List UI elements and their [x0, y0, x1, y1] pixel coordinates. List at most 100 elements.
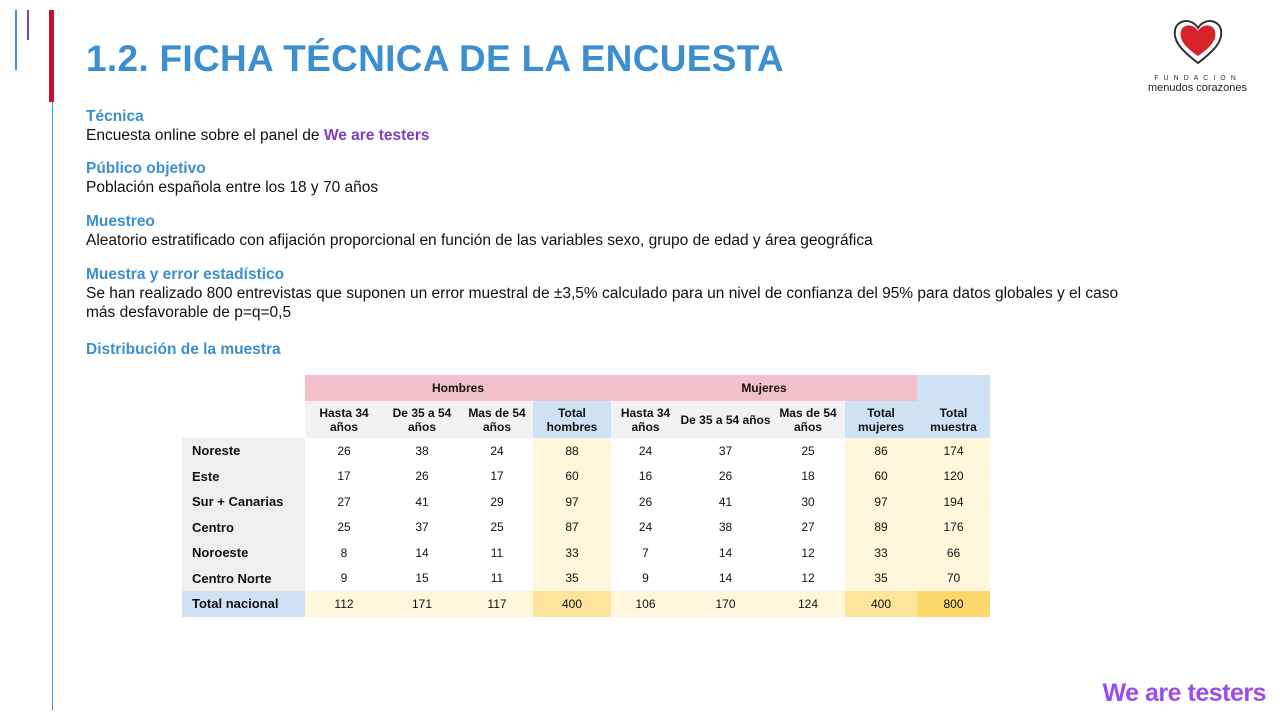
row-header: Centro Norte [182, 565, 305, 591]
table-cell: 25 [490, 520, 504, 535]
table-cell: 170 [680, 591, 771, 617]
table-cell: 17 [490, 469, 504, 484]
section-distribucion: Distribución de la muestra [86, 341, 281, 358]
table-cell: 9 [642, 571, 649, 586]
table-cell: 70 [917, 565, 990, 591]
heart-icon [1173, 20, 1222, 65]
table-cell: 14 [415, 545, 429, 560]
table-cell: 12 [801, 571, 815, 586]
table-cell: 800 [917, 591, 990, 617]
table-cell: 26 [718, 469, 733, 484]
table-row: Este 17 26 17 60 16 26 18 60 120 [182, 463, 990, 489]
table-cell: 117 [461, 591, 533, 617]
table-cell: 27 [801, 520, 815, 535]
we-are-testers-logo: We are testers [1102, 679, 1267, 707]
table-cell: 9 [340, 571, 348, 586]
table-cell: 194 [917, 489, 990, 515]
column-header: Mas de 54 años [461, 401, 533, 438]
table-cell: 24 [638, 443, 653, 458]
row-header: Noroeste [182, 540, 305, 566]
table-cell: 35 [845, 565, 917, 591]
table-row: Total nacional 112 171 117 400 106 170 124 400 80… [182, 591, 990, 617]
section-publico: Público objetivo Población española entr… [86, 160, 379, 196]
section-muestra: Muestra y error estadístico Se han reali… [86, 266, 1119, 321]
table-cell: 33 [533, 540, 611, 566]
column-header: Total mujeres [845, 401, 917, 438]
table-cell: 86 [845, 438, 917, 464]
table-cell: 38 [718, 520, 733, 535]
table-cell: 25 [801, 443, 815, 458]
table-cell: 176 [917, 514, 990, 540]
decor-bar-blue [15, 10, 17, 70]
table-cell: 89 [845, 514, 917, 540]
table-cell: 37 [718, 443, 733, 458]
group-header: Hombres [305, 375, 611, 401]
table-cell: 8 [340, 545, 348, 560]
table-cell: 24 [490, 443, 504, 458]
column-header: Total muestra [917, 401, 990, 438]
column-header: Total hombres [533, 401, 611, 438]
row-header: Total nacional [182, 591, 305, 617]
table-cell: 60 [533, 463, 611, 489]
table-row: Centro Norte 9 15 11 35 9 14 12 35 70 [182, 565, 990, 591]
table-cell: 14 [718, 571, 733, 586]
fundacion-logo: FUNDACIÓN menudos corazones [1140, 16, 1255, 94]
table-cell: 29 [490, 494, 504, 509]
table-cell: 26 [415, 469, 429, 484]
table-cell: 15 [415, 571, 429, 586]
row-header: Centro [182, 514, 305, 540]
table-cell: 400 [845, 591, 917, 617]
table-cell: 174 [917, 438, 990, 464]
table-cell: 60 [845, 463, 917, 489]
table-cell: 24 [638, 520, 653, 535]
table-cell: 11 [490, 571, 504, 586]
row-header: Noreste [182, 438, 305, 464]
column-header: Mas de 54 años [771, 401, 845, 438]
table-cell: 106 [611, 591, 680, 617]
group-header: Mujeres [611, 375, 917, 401]
table-cell: 97 [845, 489, 917, 515]
row-header: Este [182, 463, 305, 489]
table-cell: 33 [845, 540, 917, 566]
decor-bar-red [49, 10, 54, 102]
table-cell: 41 [718, 494, 733, 509]
column-header: Hasta 34 años [305, 401, 383, 438]
table-cell: 30 [801, 494, 815, 509]
corner-cell [182, 375, 305, 401]
table-cell: 27 [337, 494, 351, 509]
table-cell: 112 [305, 591, 383, 617]
table-cell: 87 [533, 514, 611, 540]
table-cell: 26 [337, 443, 351, 458]
table-cell: 120 [917, 463, 990, 489]
column-header: De 35 a 54 años [680, 401, 771, 438]
table-cell: 14 [718, 545, 733, 560]
table-cell: 171 [383, 591, 461, 617]
section-muestreo: Muestreo Aleatorio estratificado con afi… [86, 213, 873, 249]
table-cell: 26 [638, 494, 653, 509]
sample-distribution-table: Hombres Mujeres Hasta 34 años De 35 a 54 añ… [182, 375, 990, 617]
table-cell: 18 [801, 469, 815, 484]
table-cell: 400 [533, 591, 611, 617]
page-title: 1.2. FICHA TÉCNICA DE LA ENCUESTA [86, 38, 784, 79]
decor-vertical-line [52, 102, 53, 710]
table-cell: 35 [533, 565, 611, 591]
table-cell: 66 [917, 540, 990, 566]
table-cell: 37 [415, 520, 429, 535]
column-header: De 35 a 54 años [383, 401, 461, 438]
group-header-total [917, 375, 990, 401]
column-header: Hasta 34 años [611, 401, 680, 438]
table-cell: 7 [642, 545, 649, 560]
row-header: Sur + Canarias [182, 489, 305, 515]
table-cell: 12 [801, 545, 815, 560]
table-cell: 38 [415, 443, 429, 458]
table-cell: 25 [337, 520, 351, 535]
decor-bar-purple [27, 10, 29, 40]
table-row: Sur + Canarias 27 41 29 97 26 41 30 97 194 [182, 489, 990, 515]
table-cell: 16 [638, 469, 653, 484]
table-row: Noreste 26 38 24 88 24 37 25 86 174 [182, 438, 990, 464]
table-cell: 41 [415, 494, 429, 509]
table-row: Centro 25 37 25 87 24 38 27 89 176 [182, 514, 990, 540]
table-cell: 124 [771, 591, 845, 617]
table-cell: 97 [533, 489, 611, 515]
section-tecnica: Técnica Encuesta online sobre el panel d… [86, 108, 430, 144]
